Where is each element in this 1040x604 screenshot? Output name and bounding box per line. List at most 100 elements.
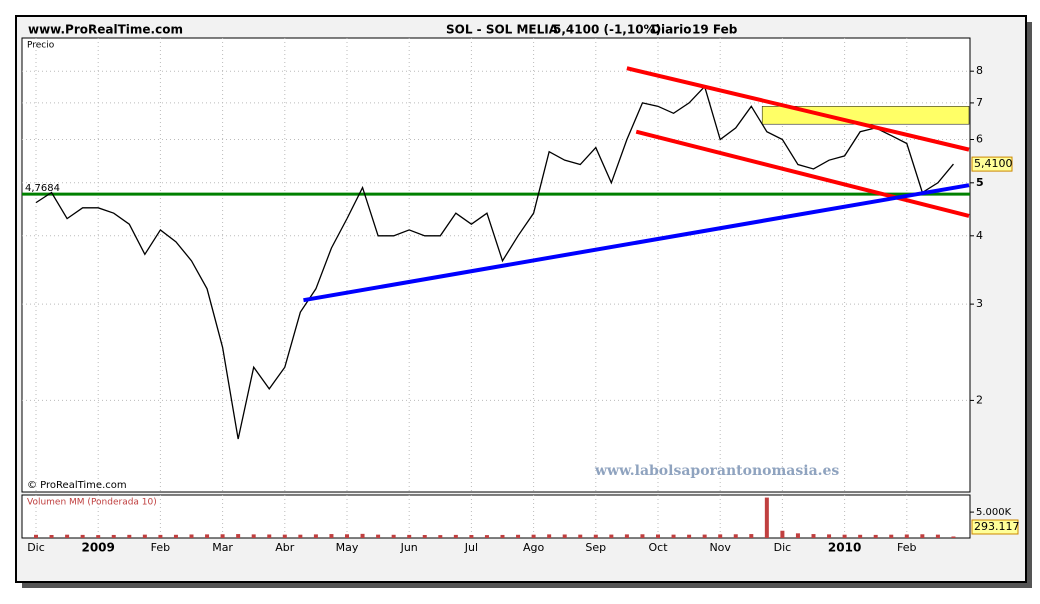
watermark: www.labolsaporantonomasia.es bbox=[594, 463, 839, 479]
volume-bar bbox=[578, 534, 583, 538]
volume-bar bbox=[920, 534, 925, 538]
volume-bar bbox=[173, 534, 178, 538]
volume-bar bbox=[562, 534, 567, 538]
y-tick-label: 5.000K bbox=[976, 507, 1012, 518]
x-tick-label: Jun bbox=[400, 541, 418, 554]
volume-bar bbox=[733, 534, 738, 538]
volume-bar bbox=[438, 535, 443, 538]
volume-bar bbox=[516, 534, 521, 538]
y-tick-label: 8 bbox=[976, 64, 983, 77]
volume-bar bbox=[111, 534, 116, 538]
copyright: © ProRealTime.com bbox=[27, 480, 127, 491]
volume-bar bbox=[547, 534, 552, 538]
quote: 5,4100 (-1,10%) bbox=[553, 23, 661, 37]
volume-bar bbox=[158, 534, 163, 538]
volume-bar bbox=[189, 534, 194, 538]
price-tag-label: 5,4100 bbox=[974, 157, 1013, 170]
volume-bar bbox=[889, 534, 894, 538]
y-tick-label: 3 bbox=[976, 297, 983, 310]
volume-bar bbox=[780, 530, 785, 538]
volume-bar bbox=[811, 534, 816, 538]
volume-bar bbox=[640, 534, 645, 538]
x-tick-label: Mar bbox=[212, 541, 233, 554]
x-tick-label: Dic bbox=[774, 541, 792, 554]
date: 19 Feb bbox=[692, 23, 738, 37]
volume-bar bbox=[422, 534, 427, 538]
volume-bar bbox=[376, 534, 381, 538]
header: www.ProRealTime.com SOL - SOL MELIA 5,41… bbox=[28, 23, 738, 37]
volume-bar bbox=[469, 534, 474, 538]
volume-bar bbox=[96, 535, 101, 538]
volume-bar bbox=[65, 534, 70, 538]
volume-bar bbox=[282, 534, 287, 538]
volume-bar bbox=[313, 534, 318, 538]
x-tick-label: Oct bbox=[648, 541, 668, 554]
period: Diario bbox=[651, 23, 691, 37]
x-tick-label: Dic bbox=[27, 541, 45, 554]
x-tick-label: Nov bbox=[709, 541, 731, 554]
volume-panel bbox=[21, 494, 971, 539]
volume-bar bbox=[749, 534, 754, 538]
volume-bar bbox=[842, 534, 847, 538]
volume-tag bbox=[971, 519, 1019, 535]
y-tick-label: 2 bbox=[976, 393, 983, 406]
volume-bar bbox=[609, 534, 614, 538]
volume-bar bbox=[127, 534, 132, 538]
volume-bar bbox=[251, 534, 256, 538]
x-tick-label: May bbox=[336, 541, 359, 554]
volume-bar bbox=[407, 534, 412, 538]
price-tag bbox=[971, 156, 1013, 172]
x-tick-label: 2009 bbox=[81, 541, 114, 555]
x-tick-label: Sep bbox=[585, 541, 606, 554]
volume-bar bbox=[34, 534, 38, 538]
trend-line bbox=[626, 66, 970, 152]
price-line bbox=[35, 85, 954, 440]
volume-bar bbox=[593, 534, 598, 538]
volume-bar bbox=[391, 534, 396, 538]
y-tick-label: 4 bbox=[976, 229, 983, 242]
volume-label: Volumen MM (Ponderada 10) bbox=[27, 498, 157, 508]
volume-bar bbox=[484, 535, 489, 538]
volume-bar bbox=[80, 534, 85, 538]
volume-bar bbox=[329, 534, 334, 538]
volume-bar bbox=[236, 534, 241, 538]
site: www.ProRealTime.com bbox=[28, 23, 183, 37]
volume-bar bbox=[858, 534, 863, 538]
volume-bar bbox=[671, 534, 676, 538]
volume-bar bbox=[49, 534, 54, 538]
y-tick-label: 6 bbox=[976, 133, 983, 146]
volume-bar bbox=[142, 534, 147, 538]
volume-bar bbox=[220, 534, 225, 538]
volume-bar bbox=[624, 534, 629, 538]
trend-line bbox=[635, 129, 970, 218]
volume-bar bbox=[298, 534, 303, 538]
volume-tag-label: 293.117 bbox=[974, 520, 1020, 533]
volume-bar bbox=[827, 534, 832, 538]
volume-bar bbox=[453, 534, 458, 538]
volume-bar bbox=[795, 533, 800, 538]
volume-bar bbox=[873, 534, 878, 538]
volume-bar bbox=[656, 534, 660, 538]
volume-bar bbox=[904, 534, 909, 538]
volume-bar bbox=[345, 534, 349, 538]
y-tick-label: 7 bbox=[976, 96, 983, 109]
volume-bar bbox=[764, 497, 769, 538]
x-tick-label: Jul bbox=[464, 541, 478, 554]
volume-bar bbox=[702, 534, 707, 538]
y-tick-label: 5 bbox=[976, 176, 984, 189]
x-tick-label: 2010 bbox=[828, 541, 861, 555]
volume-bar bbox=[205, 534, 210, 538]
x-tick-label: Abr bbox=[275, 541, 295, 554]
x-tick-label: Feb bbox=[151, 541, 170, 554]
level-label: 4,7684 bbox=[25, 183, 60, 194]
x-tick-label: Ago bbox=[523, 541, 545, 554]
volume-bar bbox=[687, 534, 692, 538]
volume-bar bbox=[360, 533, 365, 538]
trend-line bbox=[303, 183, 970, 303]
volume-bar bbox=[500, 534, 505, 538]
volume-bar bbox=[267, 534, 272, 538]
x-tick-label: Feb bbox=[897, 541, 916, 554]
panel-label: Precio bbox=[27, 41, 55, 51]
